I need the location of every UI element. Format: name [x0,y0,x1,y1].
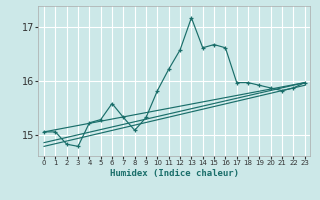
X-axis label: Humidex (Indice chaleur): Humidex (Indice chaleur) [110,169,239,178]
